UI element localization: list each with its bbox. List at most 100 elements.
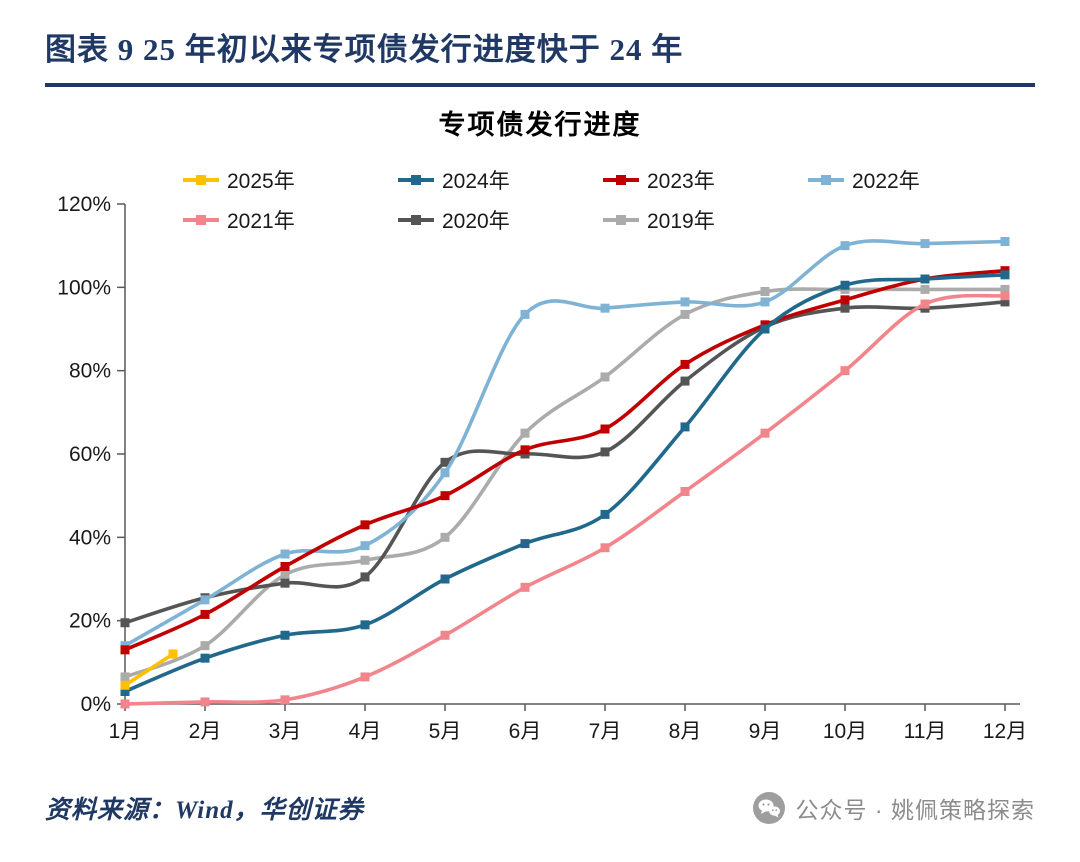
chart-area: 2025年 2024年 2023年 2022年 2021年 2020年 2019年 0% 20…: [0, 144, 1080, 762]
y-tick-label: 120%: [57, 193, 111, 216]
data-point-marker: [840, 366, 850, 376]
legend-item-2020年: 2020年: [398, 208, 603, 233]
data-point-marker: [920, 274, 930, 284]
data-point-marker: [168, 649, 178, 659]
series-line: [123, 268, 1007, 652]
data-point-marker: [600, 509, 610, 519]
data-point-marker: [840, 295, 850, 305]
x-tick-label: 6月: [509, 720, 542, 743]
x-tick-label: 11月: [904, 720, 947, 743]
data-point-marker: [520, 582, 530, 592]
data-point-marker: [120, 645, 130, 655]
legend-item-2024年: 2024年: [398, 168, 603, 193]
data-point-marker: [680, 422, 690, 432]
data-point-marker: [520, 309, 530, 319]
x-tick-label: 5月: [429, 720, 462, 743]
chart-title: 专项债发行进度: [438, 110, 642, 140]
legend-item-2021年: 2021年: [183, 208, 398, 233]
series-2023年: [120, 266, 1010, 655]
data-point-marker: [920, 239, 930, 249]
data-point-marker: [600, 543, 610, 553]
data-point-marker: [360, 520, 370, 530]
data-point-marker: [840, 303, 850, 313]
data-point-marker: [760, 428, 770, 438]
line-chart-svg: 0% 20% 40% 60% 80% 100% 120% 1月 2月 3月 4月 5月 6月 7月 8月 9月…: [57, 193, 1027, 743]
legend-swatch: [603, 172, 639, 188]
data-point-marker: [600, 424, 610, 434]
data-point-marker: [120, 687, 130, 696]
footer: 资料来源：Wind，华创证券 公众号 · 姚佩策略探索: [45, 790, 1035, 826]
data-point-marker: [360, 620, 370, 630]
data-point-marker: [600, 447, 610, 457]
y-tick-label: 80%: [69, 360, 111, 383]
data-point-marker: [600, 372, 610, 382]
data-point-marker: [760, 297, 770, 307]
x-tick-label: 1月: [109, 720, 142, 743]
data-point-marker: [280, 578, 290, 588]
legend-label: 2020年: [442, 210, 510, 233]
account-name: 公众号 · 姚佩策略探索: [795, 797, 1035, 823]
legend-label: 2019年: [647, 210, 715, 233]
data-point-marker: [280, 570, 290, 580]
report-header: 图表 9 25 年初以来专项债发行进度快于 24 年: [0, 0, 1080, 87]
data-point-marker: [360, 672, 370, 682]
data-point-marker: [280, 695, 290, 705]
data-point-marker: [440, 468, 450, 478]
data-point-marker: [1000, 237, 1010, 246]
data-point-marker: [440, 630, 450, 640]
data-point-marker: [120, 680, 130, 690]
legend-swatch: [603, 212, 639, 228]
data-point-marker: [120, 618, 130, 628]
x-tick-label: 12月: [983, 720, 1027, 743]
series-line: [123, 273, 1007, 694]
data-point-marker: [1000, 284, 1010, 294]
data-point-marker: [680, 359, 690, 369]
legend-swatch: [183, 212, 219, 228]
series-2024年: [120, 270, 1010, 696]
legend-label: 2023年: [647, 170, 715, 193]
data-point-marker: [520, 539, 530, 549]
legend-label: 2024年: [442, 170, 510, 193]
data-point-marker: [120, 672, 130, 682]
data-point-marker: [760, 324, 770, 334]
legend-swatch: [398, 212, 434, 228]
data-point-marker: [920, 299, 930, 309]
data-point-marker: [440, 574, 450, 584]
wechat-icon: [752, 792, 785, 824]
series-2021年: [120, 291, 1010, 709]
data-point-marker: [520, 428, 530, 438]
y-tick-label: 0%: [81, 693, 111, 716]
page-title: 图表 9 25 年初以来专项债发行进度快于 24 年: [45, 32, 684, 67]
data-point-marker: [680, 487, 690, 496]
data-point-marker: [280, 549, 290, 559]
x-tick-label: 2月: [189, 720, 222, 743]
legend-swatch: [398, 172, 434, 188]
data-point-marker: [120, 699, 130, 709]
data-point-marker: [680, 297, 690, 307]
legend-label: 2025年: [227, 170, 295, 193]
series-line: [123, 300, 1007, 625]
data-point-marker: [280, 562, 290, 571]
legend-item-2023年: 2023年: [603, 168, 808, 193]
legend-item-2025年: 2025年: [183, 168, 398, 193]
data-point-marker: [440, 457, 450, 467]
y-tick-label: 60%: [69, 443, 111, 466]
data-point-marker: [200, 641, 210, 651]
x-tick-label: 7月: [589, 720, 622, 743]
legend-item-2019年: 2019年: [603, 208, 808, 233]
source-note: 资料来源：Wind，华创证券: [45, 797, 364, 824]
x-tick-label: 4月: [349, 720, 382, 743]
data-point-marker: [200, 609, 210, 619]
data-point-marker: [280, 630, 290, 640]
legend-swatch: [808, 172, 844, 188]
data-point-marker: [200, 653, 210, 663]
x-tick-label: 8月: [669, 720, 702, 743]
y-tick-label: 20%: [69, 610, 111, 633]
data-point-marker: [1000, 291, 1010, 301]
data-point-marker: [600, 303, 610, 313]
data-point-marker: [360, 555, 370, 565]
chart-legend: 2025年 2024年 2023年 2022年 2021年 2020年 2019年: [183, 168, 1013, 233]
data-point-marker: [360, 572, 370, 582]
data-point-marker: [1000, 297, 1010, 307]
data-point-marker: [680, 376, 690, 386]
